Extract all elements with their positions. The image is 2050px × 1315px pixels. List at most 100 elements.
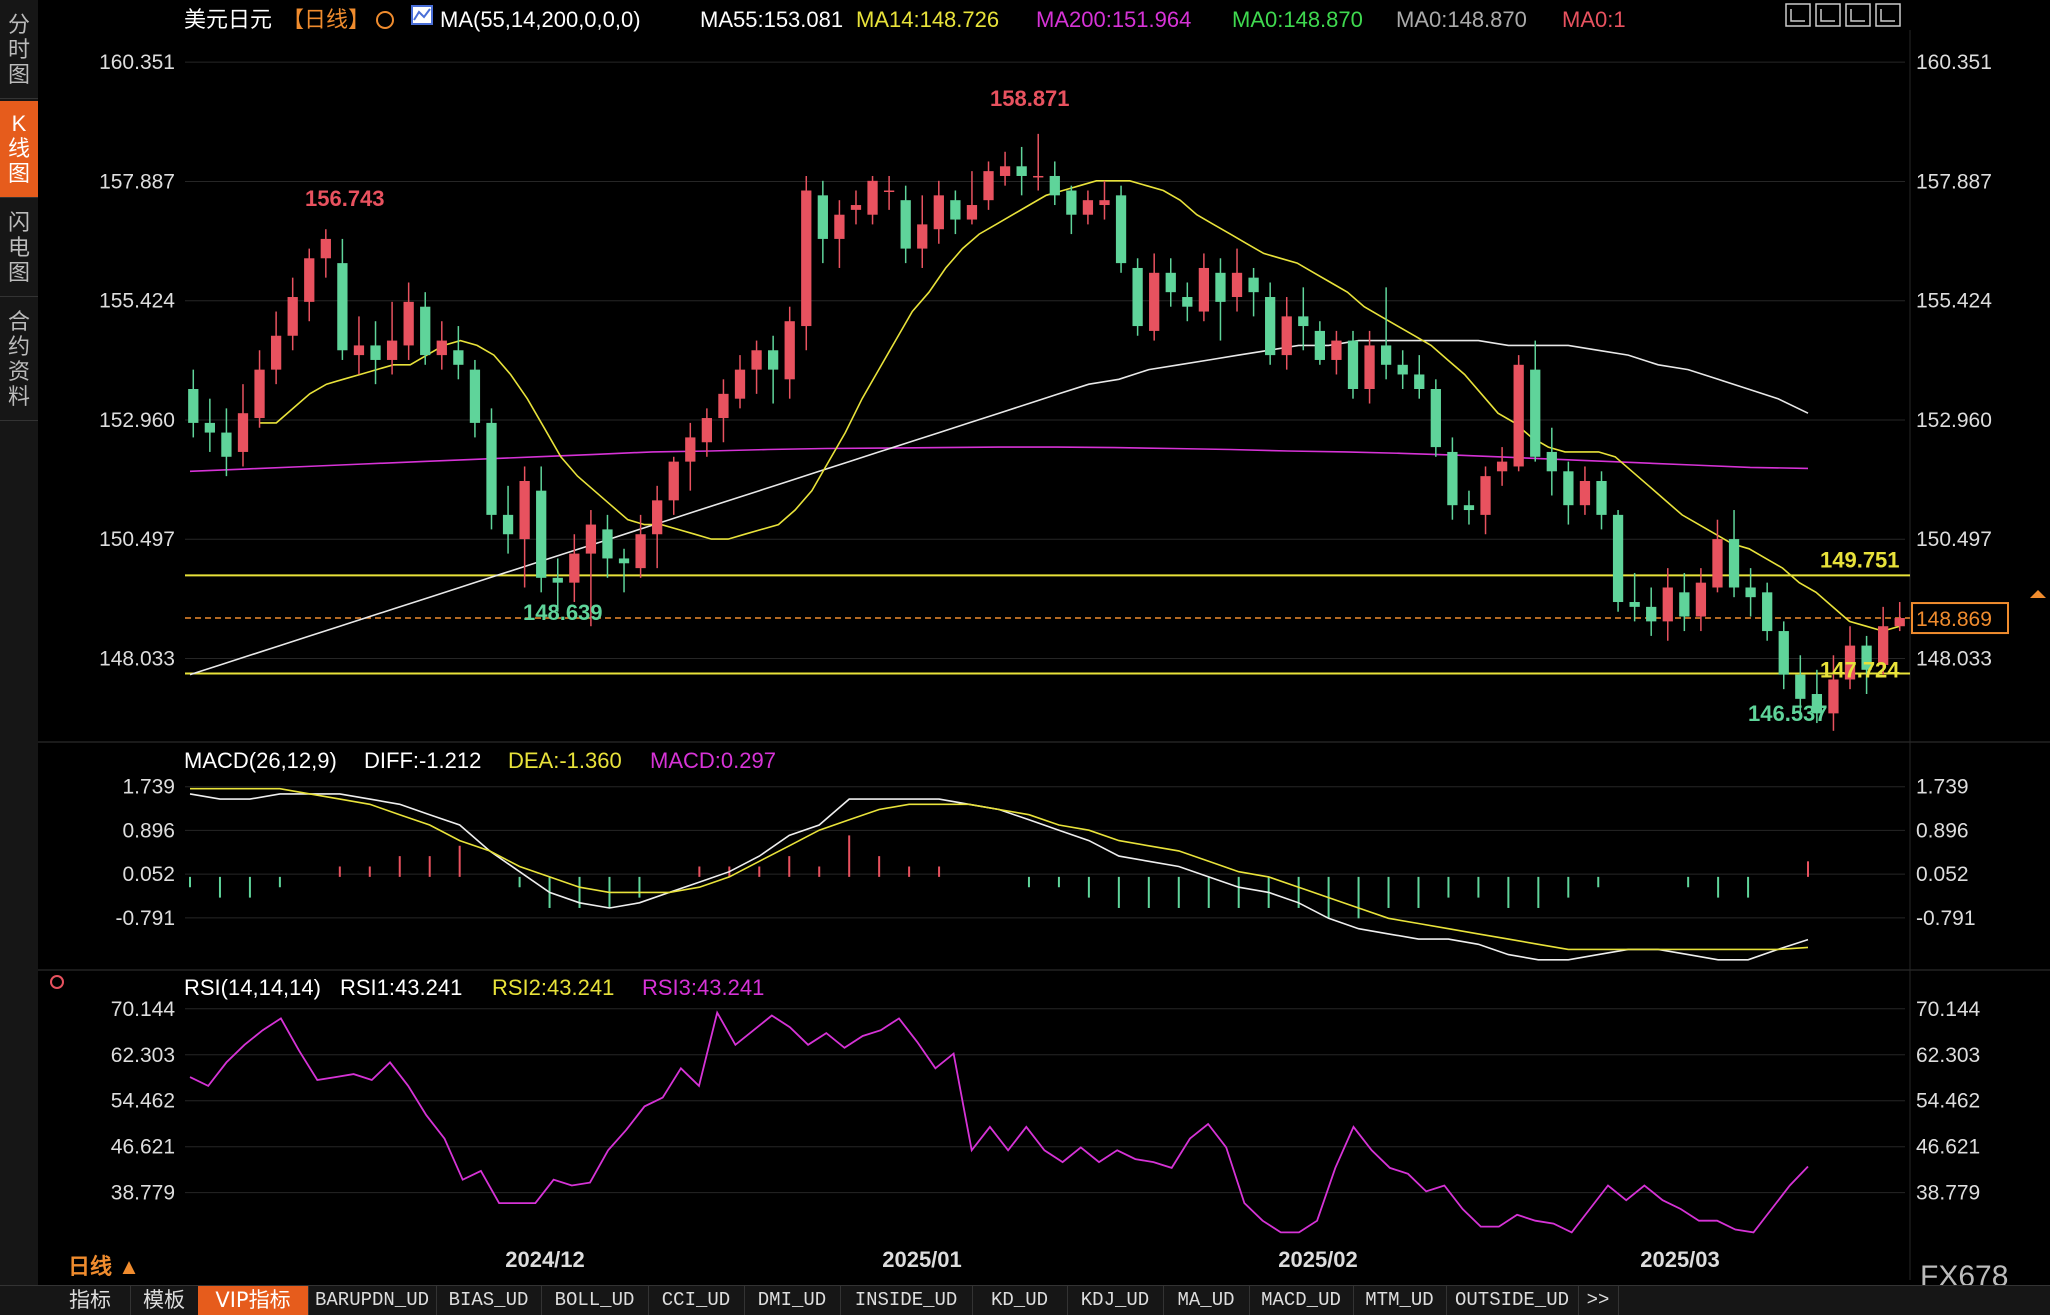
- candle[interactable]: [1364, 330, 1375, 404]
- candle[interactable]: [618, 548, 630, 593]
- candle[interactable]: [701, 408, 713, 457]
- candle[interactable]: [917, 195, 928, 268]
- candle[interactable]: [1496, 447, 1508, 486]
- candle[interactable]: [867, 175, 878, 225]
- add-indicator-icon[interactable]: [376, 11, 394, 29]
- candle[interactable]: [1463, 490, 1475, 525]
- candle[interactable]: [1861, 635, 1872, 695]
- candle[interactable]: [536, 466, 547, 593]
- candle[interactable]: [1380, 287, 1392, 380]
- candle[interactable]: [1033, 133, 1044, 191]
- candle[interactable]: [569, 534, 580, 603]
- candle[interactable]: [1149, 253, 1160, 341]
- candle[interactable]: [1894, 602, 1905, 632]
- candle[interactable]: [718, 379, 729, 443]
- candle[interactable]: [1198, 253, 1210, 322]
- candle[interactable]: [784, 306, 795, 399]
- side-tab-2[interactable]: 闪 电 图: [0, 200, 38, 297]
- candle[interactable]: [883, 175, 895, 210]
- candle[interactable]: [254, 350, 265, 428]
- candle[interactable]: [1066, 185, 1077, 235]
- side-tab-1[interactable]: K 线 图: [0, 101, 38, 198]
- indicator-tab-14[interactable]: OUTSIDE_UD: [1446, 1286, 1579, 1315]
- indicator-tab-0[interactable]: 指标: [50, 1286, 131, 1315]
- candle[interactable]: [1596, 471, 1607, 530]
- indicator-tab-6[interactable]: CCI_UD: [648, 1286, 745, 1315]
- side-tab-0[interactable]: 分 时 图: [0, 2, 38, 99]
- candle[interactable]: [469, 359, 481, 438]
- candle[interactable]: [386, 301, 398, 375]
- candle[interactable]: [768, 335, 779, 404]
- candle[interactable]: [1331, 330, 1342, 375]
- chart-canvas[interactable]: 160.351 160.351 157.887 157.887 155.424 155.4…: [0, 0, 2050, 1285]
- candle[interactable]: [817, 180, 828, 264]
- candle[interactable]: [1878, 606, 1889, 675]
- candle[interactable]: [337, 238, 348, 360]
- candle[interactable]: [1082, 190, 1094, 225]
- candle[interactable]: [652, 485, 663, 569]
- candle[interactable]: [950, 190, 961, 235]
- candle[interactable]: [668, 456, 679, 515]
- candle[interactable]: [1414, 355, 1425, 399]
- indicator-tab-11[interactable]: MA_UD: [1163, 1286, 1250, 1315]
- candle[interactable]: [1695, 568, 1707, 632]
- candle[interactable]: [1728, 510, 1740, 598]
- candle[interactable]: [1049, 161, 1060, 206]
- candle[interactable]: [552, 558, 563, 612]
- candle[interactable]: [1132, 258, 1143, 336]
- candle[interactable]: [602, 514, 613, 578]
- candle[interactable]: [204, 398, 215, 452]
- candle[interactable]: [1712, 519, 1723, 593]
- candle[interactable]: [1298, 287, 1309, 351]
- candle[interactable]: [304, 248, 315, 322]
- indicator-tab-4[interactable]: BIAS_UD: [436, 1286, 542, 1315]
- rsi-settings-icon[interactable]: [50, 975, 64, 989]
- candle[interactable]: [1397, 350, 1408, 389]
- candle[interactable]: [900, 185, 911, 264]
- candle[interactable]: [1629, 572, 1640, 622]
- candle[interactable]: [1530, 340, 1541, 462]
- candle[interactable]: [519, 466, 530, 588]
- candle[interactable]: [1612, 510, 1624, 612]
- candle[interactable]: [635, 514, 646, 578]
- indicator-tab-12[interactable]: MACD_UD: [1249, 1286, 1354, 1315]
- candle[interactable]: [933, 180, 944, 244]
- candle[interactable]: [1347, 330, 1359, 399]
- candle[interactable]: [1115, 185, 1127, 273]
- candle[interactable]: [436, 321, 447, 370]
- candle[interactable]: [420, 292, 431, 365]
- candle[interactable]: [1795, 655, 1806, 719]
- candle[interactable]: [237, 384, 249, 467]
- candle[interactable]: [1281, 297, 1292, 370]
- indicator-tab-8[interactable]: INSIDE_UD: [840, 1286, 973, 1315]
- candle[interactable]: [486, 408, 497, 530]
- candle[interactable]: [1314, 321, 1325, 365]
- candle[interactable]: [1844, 626, 1856, 690]
- candle[interactable]: [1016, 146, 1027, 196]
- candle[interactable]: [685, 422, 696, 491]
- candle[interactable]: [1248, 267, 1259, 317]
- candle[interactable]: [1646, 587, 1657, 636]
- candle[interactable]: [850, 190, 862, 225]
- candle[interactable]: [1265, 282, 1276, 365]
- crosshair-icon[interactable]: [1785, 3, 1811, 27]
- candle[interactable]: [1165, 258, 1176, 307]
- candle[interactable]: [801, 175, 812, 351]
- candle-style-icon[interactable]: [1815, 3, 1841, 27]
- candle[interactable]: [834, 200, 845, 268]
- candle[interactable]: [1828, 655, 1839, 731]
- candle[interactable]: [1182, 282, 1193, 322]
- indicator-tab-2[interactable]: VIP指标: [198, 1286, 309, 1315]
- indicator-tab-7[interactable]: DMI_UD: [744, 1286, 841, 1315]
- candle[interactable]: [751, 340, 762, 394]
- candle[interactable]: [1679, 572, 1690, 632]
- candle[interactable]: [983, 161, 994, 210]
- zoom-fit-icon[interactable]: [1845, 3, 1871, 27]
- indicator-tab-10[interactable]: KDJ_UD: [1067, 1286, 1164, 1315]
- candle[interactable]: [1513, 355, 1524, 472]
- indicator-tab-9[interactable]: KD_UD: [972, 1286, 1068, 1315]
- candle[interactable]: [453, 326, 464, 380]
- indicator-tab-3[interactable]: BARUPDN_UD: [308, 1286, 437, 1315]
- candle[interactable]: [1745, 568, 1756, 617]
- candle[interactable]: [270, 311, 282, 385]
